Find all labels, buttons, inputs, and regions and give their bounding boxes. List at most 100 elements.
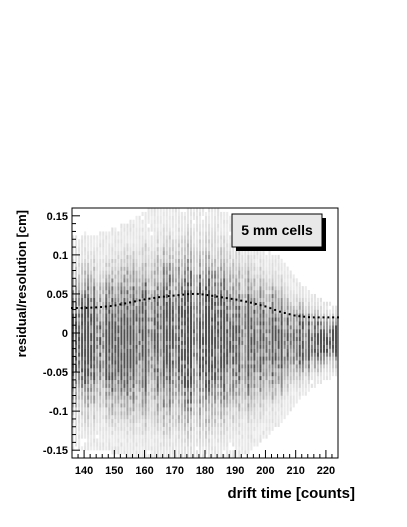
heatmap-cell: [123, 438, 126, 443]
heatmap-cell: [256, 391, 259, 396]
heatmap-cell: [256, 333, 259, 338]
heatmap-cell: [105, 274, 108, 279]
heatmap-cell: [147, 356, 150, 361]
heatmap-cell: [214, 227, 217, 232]
heatmap-cell: [259, 422, 262, 427]
heatmap-cell: [274, 418, 277, 424]
heatmap-cell: [301, 383, 304, 388]
heatmap-cell: [262, 282, 265, 287]
heatmap-cell: [186, 336, 189, 342]
heatmap-cell: [334, 321, 338, 326]
heatmap-cell: [99, 250, 102, 256]
heatmap-cell: [129, 438, 132, 443]
heatmap-cell: [117, 395, 120, 400]
heatmap-cell: [235, 290, 238, 295]
heatmap-cell: [87, 368, 90, 373]
heatmap-cell: [277, 305, 280, 310]
heatmap-cell: [123, 247, 126, 252]
heatmap-cell: [99, 352, 102, 357]
heatmap-cell: [217, 270, 220, 275]
heatmap-cell: [186, 211, 189, 217]
heatmap-cell: [105, 415, 108, 420]
heatmap-cell: [93, 364, 96, 369]
heatmap-cell: [310, 333, 313, 338]
heatmap-cell: [183, 438, 186, 443]
heatmap-cell: [198, 282, 202, 287]
heatmap-cell: [174, 454, 177, 459]
heatmap-cell: [232, 415, 235, 420]
heatmap-cell: [153, 383, 156, 388]
heatmap-cell: [78, 309, 81, 314]
heatmap-cell: [289, 317, 292, 322]
heatmap-cell: [295, 329, 298, 334]
heatmap-cell: [75, 247, 78, 252]
heatmap-cell: [241, 305, 244, 310]
heatmap-cell: [183, 450, 186, 455]
heatmap-cell: [217, 286, 220, 291]
heatmap-cell: [171, 442, 174, 447]
heatmap-cell: [72, 415, 75, 420]
heatmap-cell: [75, 340, 78, 345]
heatmap-cell: [165, 387, 168, 392]
heatmap-cell: [253, 383, 256, 388]
heatmap-cell: [214, 403, 217, 408]
heatmap-cell: [111, 317, 114, 322]
heatmap-cell: [177, 360, 180, 365]
heatmap-cell: [135, 329, 138, 334]
heatmap-cell: [192, 211, 196, 217]
heatmap-cell: [177, 243, 180, 248]
heatmap-cell: [156, 336, 159, 342]
heatmap-cell: [280, 375, 283, 381]
heatmap-cell: [301, 356, 304, 361]
heatmap-cell: [141, 352, 144, 357]
heatmap-cell: [150, 266, 153, 271]
heatmap-cell: [313, 301, 316, 306]
heatmap-cell: [220, 446, 223, 451]
heatmap-cell: [223, 434, 226, 439]
heatmap-cell: [265, 297, 268, 302]
heatmap-cell: [192, 360, 196, 365]
heatmap-cell: [214, 274, 217, 279]
heatmap-cell: [78, 430, 81, 435]
heatmap-cell: [123, 262, 126, 267]
heatmap-cell: [99, 442, 102, 447]
heatmap-cell: [250, 415, 253, 420]
heatmap-cell: [220, 395, 223, 400]
heatmap-cell: [328, 317, 332, 322]
heatmap-cell: [256, 364, 259, 369]
heatmap-cell: [186, 399, 189, 404]
heatmap-cell: [298, 305, 301, 310]
heatmap-cell: [334, 305, 338, 310]
heatmap-cell: [283, 333, 286, 338]
heatmap-cell: [286, 411, 289, 416]
y-tick-label: -0.15: [43, 445, 68, 457]
heatmap-cell: [229, 375, 232, 381]
heatmap-cell: [217, 211, 220, 217]
heatmap-cell: [153, 336, 156, 342]
heatmap-cell: [307, 364, 310, 369]
heatmap-cell: [217, 450, 220, 455]
heatmap-cell: [126, 258, 129, 263]
heatmap-cell: [241, 258, 244, 263]
heatmap-cell: [147, 418, 150, 424]
heatmap-cell: [214, 278, 217, 283]
heatmap-cell: [126, 372, 129, 377]
heatmap-cell: [81, 278, 84, 283]
heatmap-cell: [186, 235, 189, 240]
heatmap-cell: [180, 278, 183, 283]
heatmap-cell: [108, 379, 111, 384]
heatmap-cell: [93, 270, 96, 275]
heatmap-cell: [153, 442, 156, 447]
heatmap-cell: [208, 274, 211, 279]
heatmap-cell: [111, 387, 114, 392]
heatmap-cell: [262, 360, 265, 365]
heatmap-cell: [132, 340, 135, 345]
heatmap-cell: [262, 383, 265, 388]
heatmap-cell: [201, 364, 205, 369]
heatmap-cell: [168, 364, 171, 369]
heatmap-cell: [286, 274, 289, 279]
heatmap-cell: [99, 317, 102, 322]
heatmap-cell: [205, 426, 208, 431]
heatmap-cell: [268, 340, 271, 345]
heatmap-cell: [195, 227, 199, 232]
